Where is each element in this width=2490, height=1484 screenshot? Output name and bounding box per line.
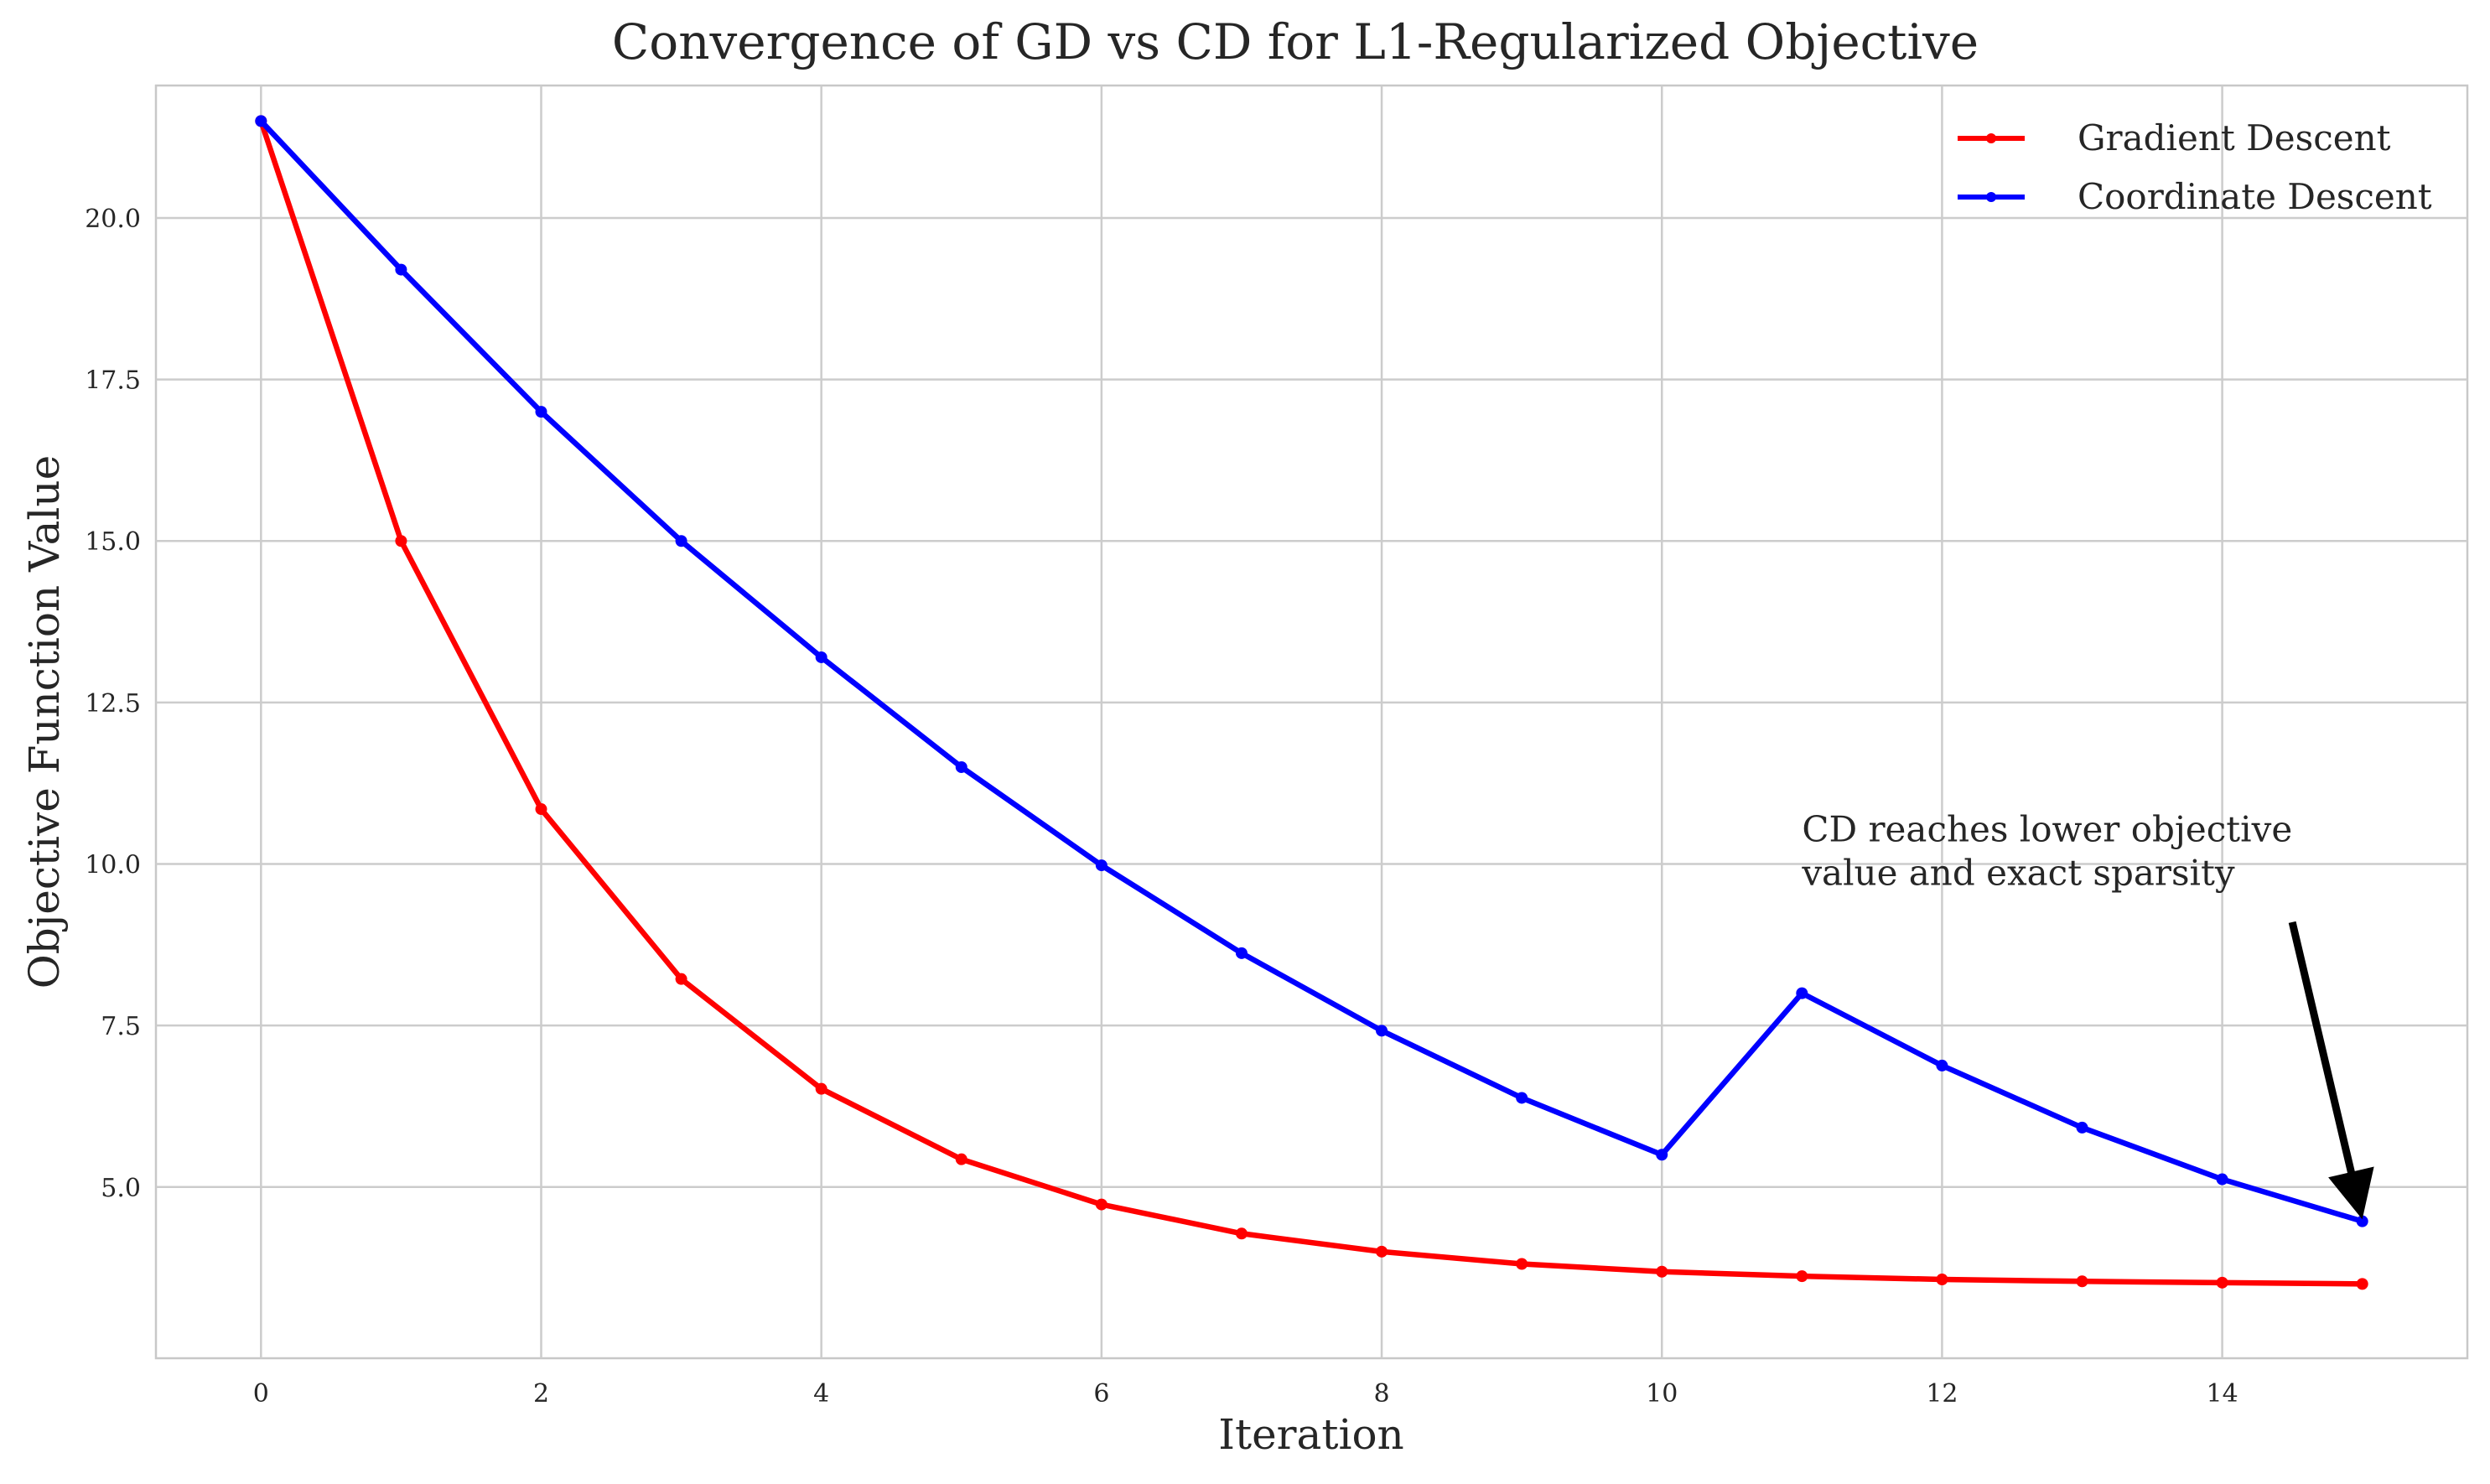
annotation-text-line-1: CD reaches lower objective — [1802, 809, 2292, 850]
data-point-coordinate-descent — [815, 651, 827, 663]
x-tick-label: 4 — [813, 1379, 829, 1409]
data-point-gradient-descent — [1936, 1273, 1948, 1285]
data-point-gradient-descent — [2356, 1278, 2368, 1290]
data-point-gradient-descent — [955, 1153, 967, 1165]
x-axis-ticks: 0 2 4 6 8 10 12 14 — [253, 1379, 2238, 1409]
series-line-gradient-descent — [258, 120, 2363, 1287]
data-point-coordinate-descent — [2356, 1215, 2368, 1227]
data-point-gradient-descent — [1235, 1227, 1248, 1240]
data-point-gradient-descent — [1376, 1245, 1388, 1258]
y-tick-label: 5.0 — [101, 1174, 141, 1203]
data-point-coordinate-descent — [1095, 859, 1108, 872]
annotation-text-line-2: value and exact sparsity — [1801, 853, 2235, 894]
data-point-coordinate-descent — [1376, 1025, 1388, 1037]
y-tick-label: 20.0 — [85, 205, 141, 234]
chart-title: Convergence of GD vs CD for L1-Regulariz… — [612, 13, 1979, 70]
data-point-coordinate-descent — [1796, 987, 1808, 999]
data-point-gradient-descent — [2216, 1276, 2228, 1289]
data-point-gradient-descent — [675, 973, 687, 985]
data-point-coordinate-descent — [675, 535, 687, 547]
x-tick-label: 10 — [1646, 1379, 1678, 1409]
legend-entry-coordinate-descent: Coordinate Descent — [1958, 176, 2432, 217]
annotation-arrow — [2288, 921, 2356, 1176]
data-point-coordinate-descent — [395, 263, 407, 276]
data-point-coordinate-descent — [2216, 1173, 2228, 1186]
data-point-gradient-descent — [395, 535, 407, 547]
x-tick-label: 14 — [2206, 1379, 2238, 1409]
data-point-coordinate-descent — [1516, 1092, 1528, 1104]
x-tick-label: 2 — [533, 1379, 549, 1409]
plot-area — [154, 84, 2469, 1360]
data-point-coordinate-descent — [1656, 1149, 1668, 1161]
y-axis-ticks: 5.0 7.5 10.0 12.5 15.0 17.5 20.0 — [85, 205, 141, 1203]
x-tick-label: 8 — [1373, 1379, 1389, 1409]
data-point-gradient-descent — [535, 803, 547, 816]
data-point-coordinate-descent — [1936, 1059, 1948, 1071]
y-tick-label: 7.5 — [101, 1012, 141, 1041]
legend-entry-gradient-descent: Gradient Descent — [1958, 117, 2391, 158]
y-tick-label: 15.0 — [85, 527, 141, 557]
y-tick-label: 17.5 — [85, 366, 141, 396]
x-tick-label: 0 — [253, 1379, 269, 1409]
x-axis-label: Iteration — [1218, 1410, 1404, 1459]
series-line-coordinate-descent — [258, 119, 2363, 1224]
y-axis-label: Objective Function Value — [20, 455, 69, 988]
data-point-coordinate-descent — [535, 406, 547, 418]
legend-label-coordinate-descent: Coordinate Descent — [2078, 176, 2432, 217]
y-tick-label: 10.0 — [85, 851, 141, 880]
data-point-gradient-descent — [1516, 1258, 1528, 1270]
x-tick-label: 6 — [1093, 1379, 1109, 1409]
data-point-gradient-descent — [815, 1082, 827, 1095]
data-point-coordinate-descent — [255, 115, 267, 127]
legend-label-gradient-descent: Gradient Descent — [2078, 117, 2391, 158]
series-coordinate-descent — [255, 115, 2368, 1227]
data-point-coordinate-descent — [2076, 1121, 2088, 1134]
x-tick-label: 12 — [1926, 1379, 1958, 1409]
legend: Gradient Descent Coordinate Descent — [1958, 117, 2432, 217]
data-point-coordinate-descent — [955, 760, 967, 773]
data-point-gradient-descent — [1095, 1198, 1108, 1211]
annotation: CD reaches lower objective value and exa… — [1801, 809, 2374, 1220]
legend-marker-coordinate-descent — [1986, 192, 1996, 202]
legend-marker-gradient-descent — [1986, 133, 1996, 143]
data-point-gradient-descent — [1796, 1270, 1808, 1283]
grid-lines — [156, 86, 2467, 1358]
series-layer — [255, 115, 2368, 1290]
annotation-arrow-head — [2328, 1166, 2374, 1220]
data-point-gradient-descent — [2076, 1275, 2088, 1288]
data-point-coordinate-descent — [1235, 947, 1248, 959]
data-point-gradient-descent — [1656, 1265, 1668, 1278]
y-tick-label: 12.5 — [85, 689, 141, 719]
